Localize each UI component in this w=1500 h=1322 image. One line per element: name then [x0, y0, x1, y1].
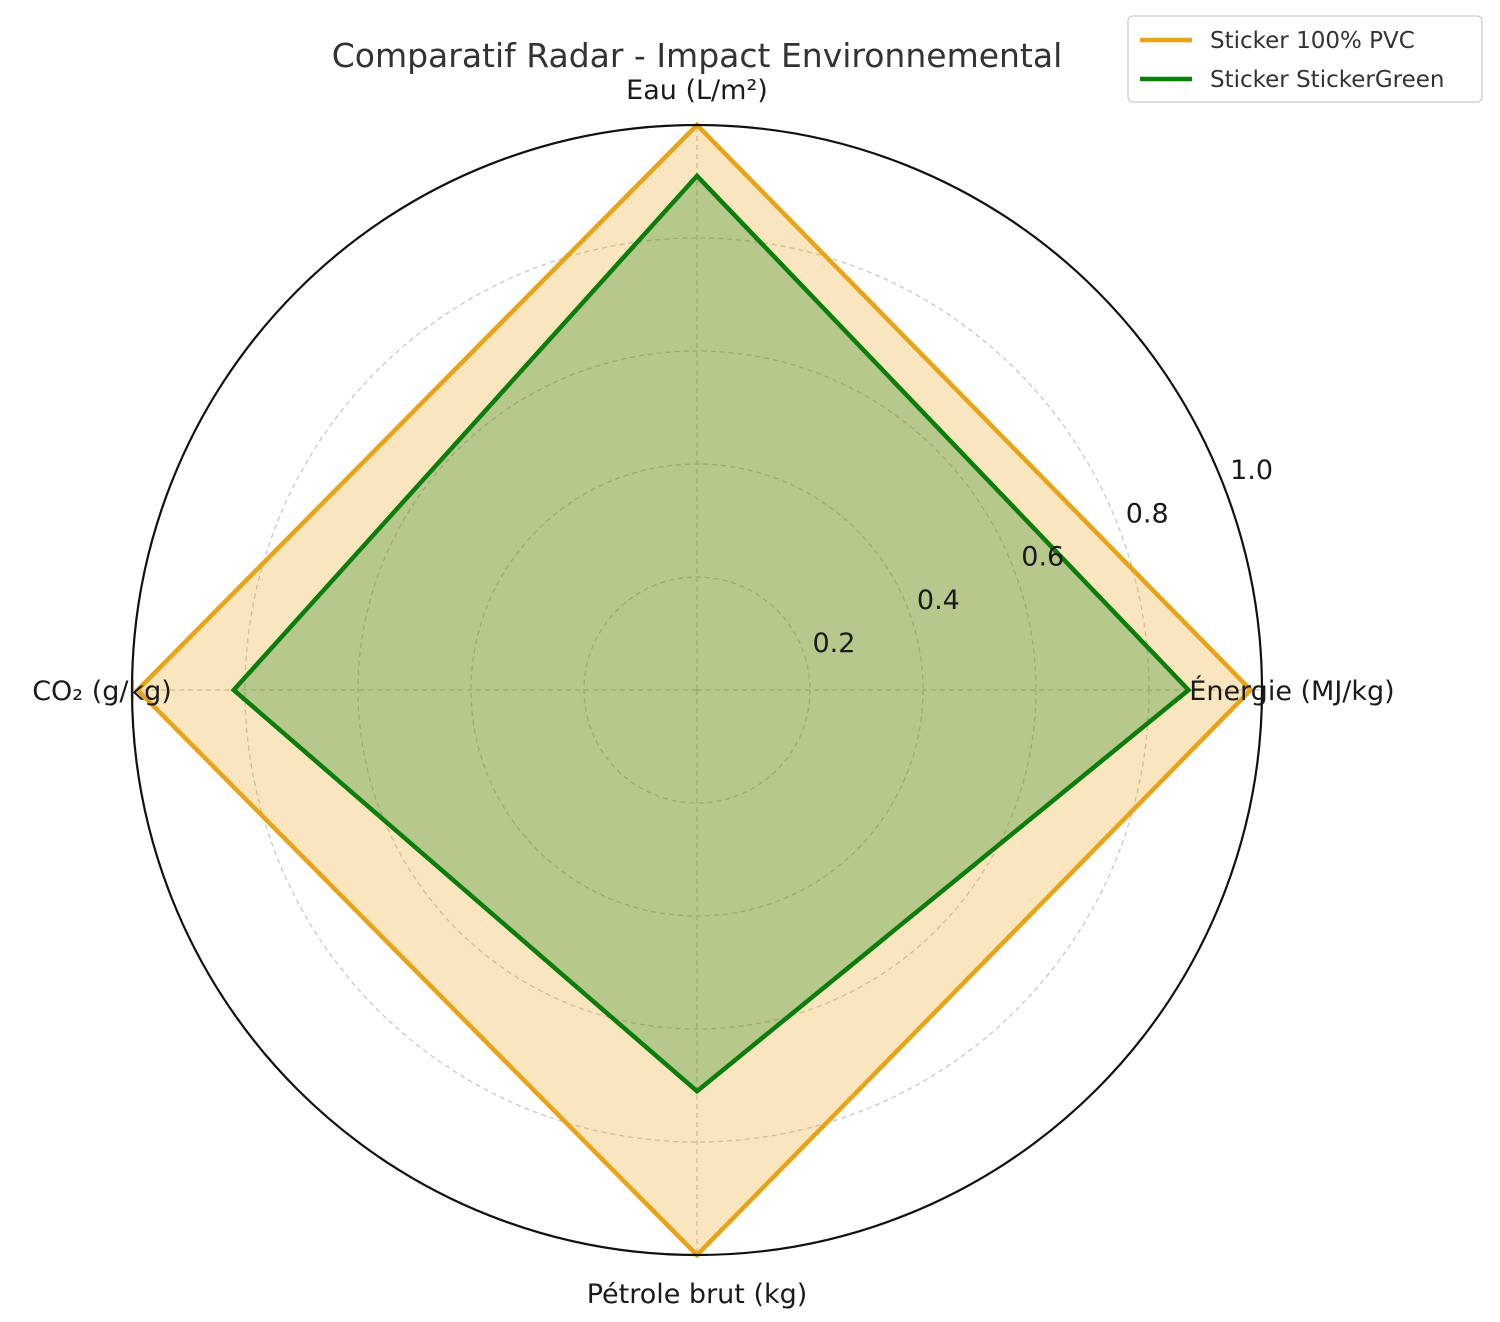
- series-stickergreen-line: [230, 172, 1192, 1095]
- radial-tick-label-2: 0.4: [917, 585, 960, 616]
- series-layer: [134, 121, 1254, 1259]
- legend-box: [1127, 15, 1483, 103]
- series-stickergreen-fill: [233, 175, 1189, 1092]
- radial-tick-label-5: 1.0: [1230, 455, 1273, 486]
- legend-label-stickergreen: Sticker StickerGreen: [1210, 67, 1444, 93]
- axis-label-nergie-mj-kg: Énergie (MJ/kg): [1189, 675, 1394, 707]
- outer-frame: [130, 123, 1264, 1257]
- radial-tick-label-1: 0.2: [813, 628, 856, 659]
- axis-label-layer: Énergie (MJ/kg) Eau (L/m²) CO₂ (g/kg) Pétro…: [32, 75, 1395, 1310]
- grid-ring-3: [357, 350, 1037, 1030]
- axis-label-p-trole-brut-kg: Pétrole brut (kg): [587, 1279, 808, 1310]
- axis-label-co-g-kg: CO₂ (g/kg): [32, 676, 172, 707]
- legend: Sticker 100% PVC Sticker StickerGreen: [1127, 15, 1483, 103]
- radial-tick-label-3: 0.6: [1021, 542, 1064, 573]
- series-pvc-line: [134, 121, 1254, 1259]
- chart-title: Comparatif Radar - Impact Environnementa…: [332, 36, 1063, 75]
- radial-tick-label-4: 0.8: [1126, 498, 1169, 529]
- axis-label-eau-l-m: Eau (L/m²): [626, 75, 768, 106]
- legend-label-pvc: Sticker 100% PVC: [1210, 28, 1415, 54]
- tick-label-layer: 0.2 0.4 0.6 0.8 1.0: [813, 455, 1274, 659]
